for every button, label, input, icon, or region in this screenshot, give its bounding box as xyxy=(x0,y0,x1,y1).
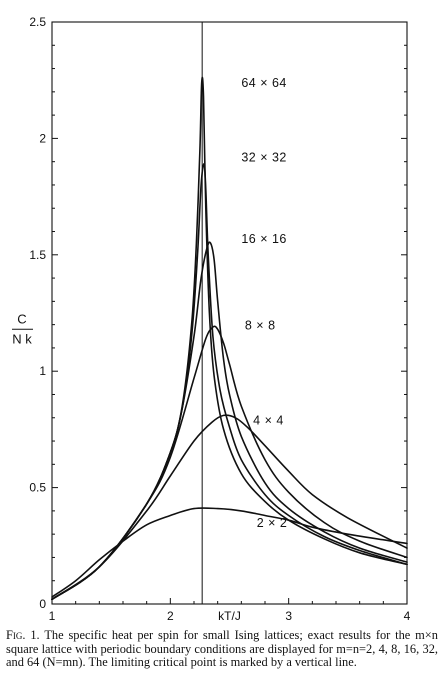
x-tick-label: 4 xyxy=(404,609,411,623)
series-label: 4 × 4 xyxy=(253,414,284,428)
y-tick-label: 2.5 xyxy=(29,15,46,29)
specific-heat-chart: 0 0.5 1 1.5 2 2.5 1 2 3 4 64 × 64 32 × 32 16 × 16 8 … xyxy=(12,15,411,623)
series-line-2x2 xyxy=(51,507,408,598)
series-label: 2 × 2 xyxy=(257,516,288,530)
series-line-16x16 xyxy=(51,241,408,601)
caption-fig-label: Fig. 1. xyxy=(6,628,40,642)
y-axis-label: C N k xyxy=(12,311,33,346)
series-label: 32 × 32 xyxy=(241,151,287,165)
series-curves xyxy=(51,76,408,601)
figure-caption: Fig. 1. The specific heat per spin for s… xyxy=(6,628,438,670)
chart-axes xyxy=(51,21,408,605)
caption-text: The specific heat per spin for small Isi… xyxy=(6,628,438,670)
series-label: 8 × 8 xyxy=(245,318,276,332)
series-label: 64 × 64 xyxy=(241,76,287,90)
y-tick-label: 1.5 xyxy=(29,248,46,262)
x-tick-label: 1 xyxy=(49,609,56,623)
y-label-numerator: C xyxy=(17,311,26,326)
series-label: 16 × 16 xyxy=(241,232,287,246)
y-tick-label: 0 xyxy=(39,597,46,611)
series-line-32x32 xyxy=(51,163,408,601)
y-label-denominator: N k xyxy=(12,331,32,346)
plot-frame xyxy=(51,21,408,605)
x-tick-label: 3 xyxy=(285,609,292,623)
y-tick-label: 0.5 xyxy=(29,481,46,495)
series-labels: 64 × 64 32 × 32 16 × 16 8 × 8 4 × 4 2 × 2 xyxy=(241,76,287,530)
axis-ticks: 0 0.5 1 1.5 2 2.5 1 2 3 4 xyxy=(29,15,410,623)
y-tick-label: 1 xyxy=(39,364,46,378)
series-line-8x8 xyxy=(51,325,408,601)
x-axis-label: kT/J xyxy=(218,609,241,623)
x-tick-label: 2 xyxy=(167,609,174,623)
y-tick-label: 2 xyxy=(39,131,46,145)
series-line-4x4 xyxy=(51,414,408,601)
